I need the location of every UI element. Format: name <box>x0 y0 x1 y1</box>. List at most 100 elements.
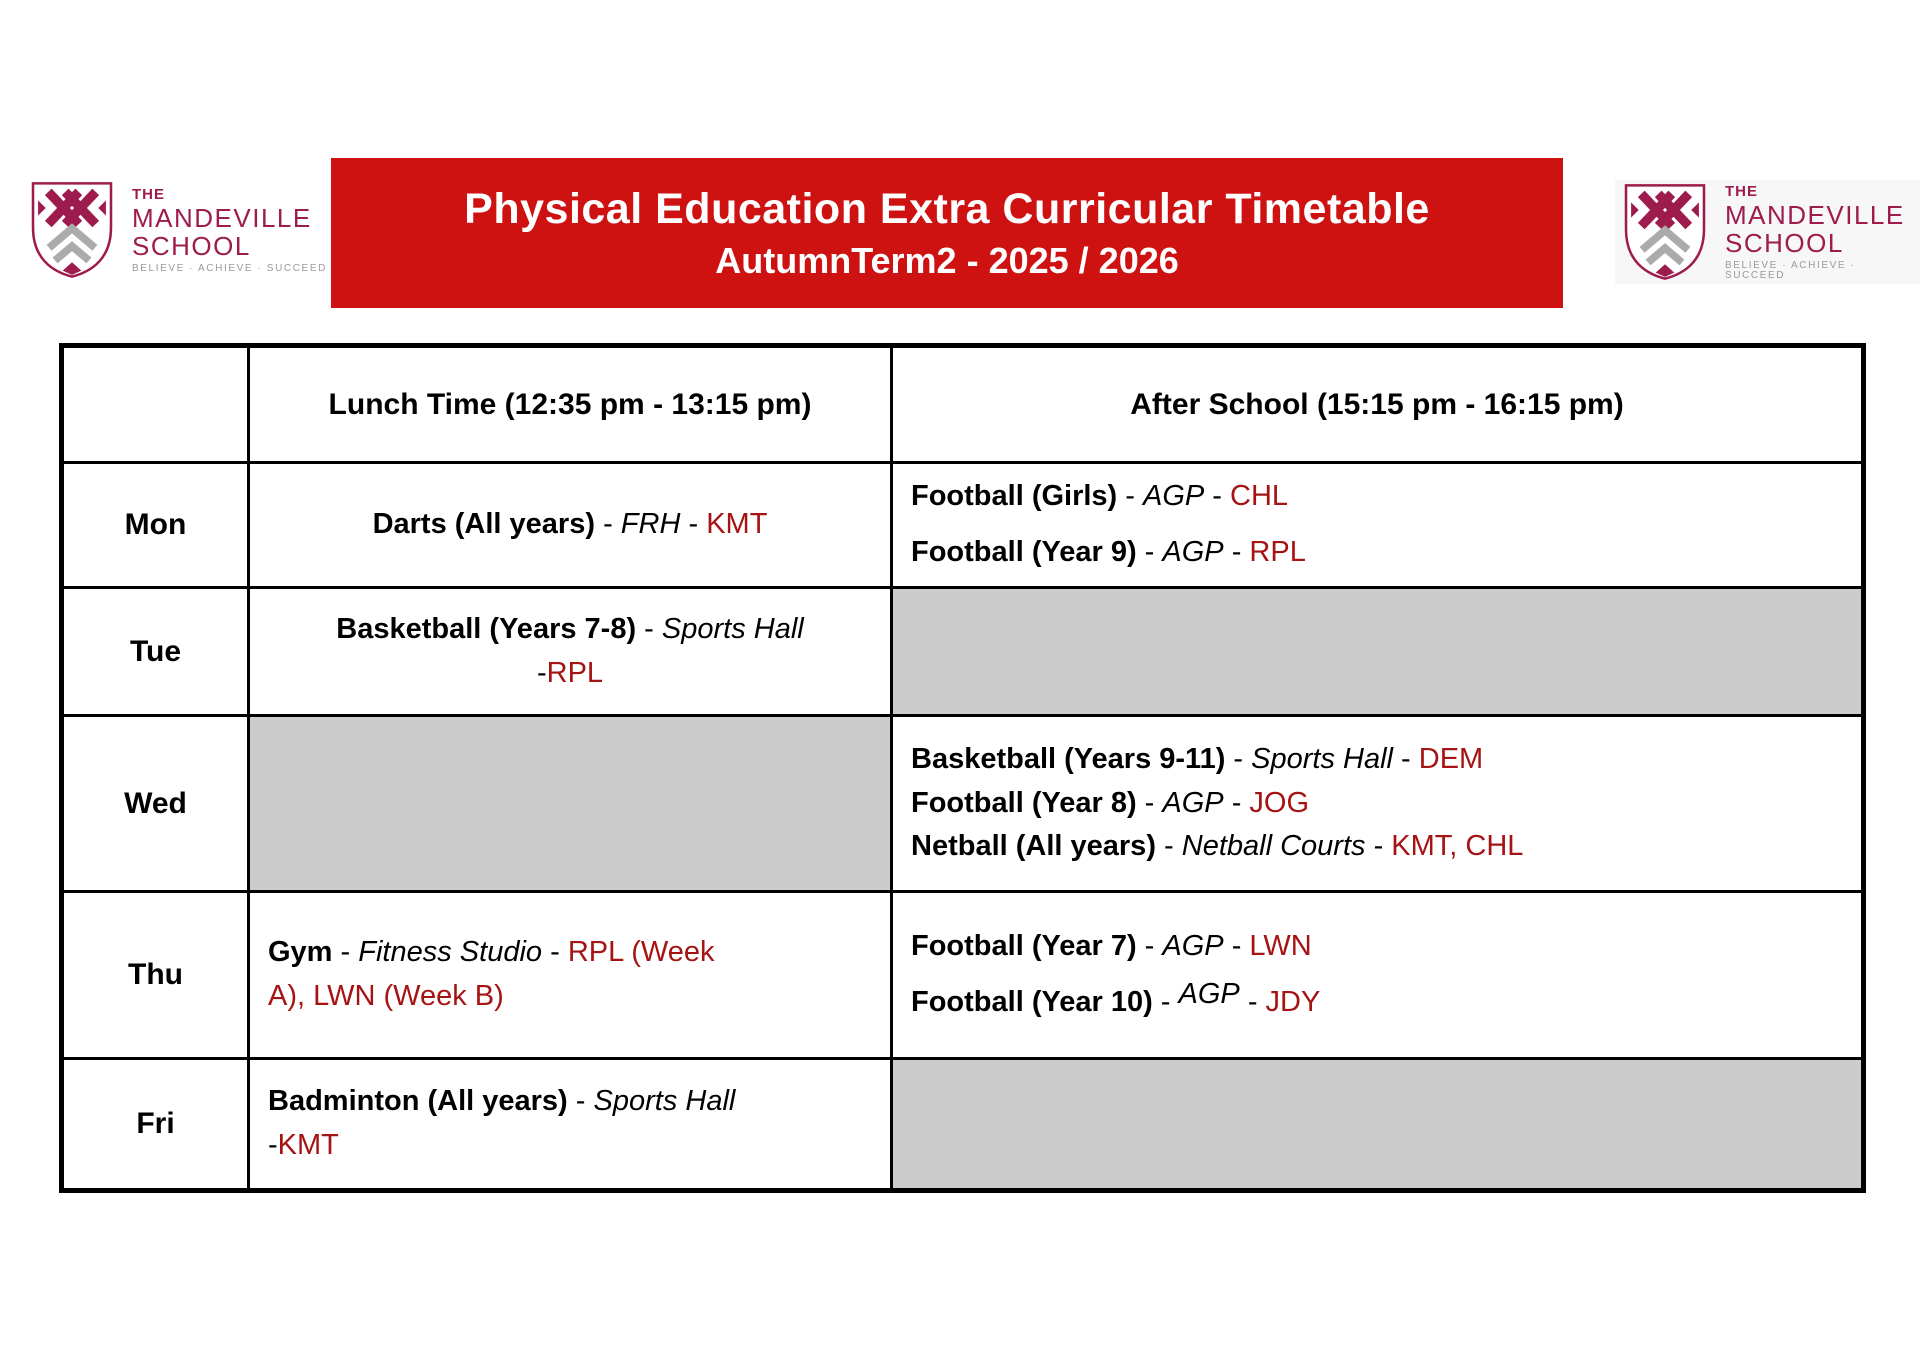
logo-name-label: MANDEVILLE <box>132 202 312 233</box>
activity-text: Football (Year 7) <box>911 930 1137 963</box>
activity-line: -RPL <box>268 655 872 693</box>
activity-line: Basketball (Years 9-11) - Sports Hall - … <box>911 741 1843 779</box>
activity-text: - <box>1136 930 1163 963</box>
table-row: Tue Basketball (Years 7-8) - Sports Hall -… <box>60 586 1865 717</box>
activity-text: Football (Girls) <box>911 480 1118 513</box>
school-logo-text: THE MANDEVILLE SCHOOL BELIEVE · ACHIEVE … <box>132 187 327 274</box>
activity-line: Darts (All years) - FRH - KMT <box>268 506 872 544</box>
activity-text: - <box>1204 480 1231 513</box>
logo-school-label: SCHOOL <box>132 230 251 261</box>
timetable-body: Mon Darts (All years) - FRH - KMT Football… <box>60 461 1865 1192</box>
activity-text: - <box>1223 536 1250 568</box>
logo-school-label: SCHOOL <box>1725 227 1844 258</box>
after-school-cell <box>890 1057 1865 1192</box>
staff-initials: KMT, CHL <box>1391 830 1524 863</box>
activity-text: - <box>680 508 707 541</box>
activity-text: - <box>1136 786 1163 819</box>
activity-text: - <box>332 936 359 969</box>
lunch-cell: Badminton (All years) - Sports Hall -KMT <box>247 1057 893 1192</box>
activity-text: - <box>1225 742 1252 775</box>
activity-text: - <box>542 936 568 969</box>
staff-initials: RPL <box>546 656 604 689</box>
activity-line: -KMT <box>268 1127 872 1165</box>
activity-text: - <box>1223 786 1250 819</box>
timetable: Lunch Time (12:35 pm - 13:15 pm) After S… <box>59 343 1866 1193</box>
activity-line: Badminton (All years) - Sports Hall <box>268 1083 872 1121</box>
table-row: Mon Darts (All years) - FRH - KMT Football… <box>60 461 1865 589</box>
staff-initials: CHL <box>1230 480 1289 513</box>
staff-initials: A), LWN (Week B) <box>268 980 504 1012</box>
lunch-cell <box>247 714 893 893</box>
page-title: Physical Education Extra Curricular Time… <box>464 184 1430 233</box>
header-after-school-cell: After School (15:15 pm - 16:15 pm) <box>890 344 1865 464</box>
logo-tagline: BELIEVE · ACHIEVE · SUCCEED <box>132 262 327 274</box>
school-crest-icon <box>1624 184 1706 280</box>
school-logo-left: THE MANDEVILLE SCHOOL BELIEVE · ACHIEVE … <box>24 180 327 280</box>
activity-text: - <box>268 1129 278 1161</box>
activity-text: - <box>1152 986 1179 1018</box>
activity-text: - <box>1136 536 1163 568</box>
activity-text: - <box>636 612 662 645</box>
activity-text: - <box>567 1085 594 1118</box>
after-school-cell: Football (Year 7) - AGP - LWN Football (Y… <box>890 890 1865 1060</box>
activity-text: Sports Hall <box>1251 742 1393 775</box>
logo-the-label: THE <box>1725 182 1758 200</box>
school-crest-icon <box>31 182 113 278</box>
page-subtitle: AutumnTerm2 - 2025 / 2026 <box>715 239 1179 281</box>
after-school-cell: Basketball (Years 9-11) - Sports Hall - … <box>890 714 1865 893</box>
staff-initials: JOG <box>1249 786 1310 819</box>
activity-text: - <box>1223 930 1250 963</box>
activity-text: - <box>1392 742 1419 775</box>
activity-text: Fitness Studio <box>358 936 543 969</box>
day-label: Mon <box>60 461 250 589</box>
staff-initials: DEM <box>1418 742 1484 775</box>
activity-text: - <box>1239 986 1266 1018</box>
activity-text: Netball Courts <box>1181 830 1366 863</box>
activity-line: Basketball (Years 7-8) - Sports Hall <box>268 611 872 649</box>
logo-name-label: MANDEVILLE <box>1725 199 1905 230</box>
activity-text: FRH <box>620 508 681 541</box>
activity-text: - <box>1155 830 1182 863</box>
activity-text: Netball (All years) <box>911 830 1156 863</box>
logo-the-label: THE <box>132 185 165 203</box>
staff-initials: RPL (Week <box>567 936 715 969</box>
table-row: Fri Badminton (All years) - Sports Hall -K… <box>60 1057 1865 1192</box>
activity-line: A), LWN (Week B) <box>268 978 872 1016</box>
activity-text: Badminton (All years) <box>268 1085 568 1118</box>
activity-text: Basketball (Years 7-8) <box>336 612 637 645</box>
activity-text: - <box>1365 830 1392 863</box>
activity-text: Basketball (Years 9-11) <box>911 742 1226 775</box>
day-label: Tue <box>60 586 250 717</box>
staff-initials: LWN <box>1249 930 1312 963</box>
school-logo-right: THE MANDEVILLE SCHOOL BELIEVE · ACHIEVE … <box>1615 180 1920 284</box>
activity-text: Darts (All years) <box>372 508 596 541</box>
activity-text: AGP <box>1162 930 1224 963</box>
activity-text: Sports Hall <box>593 1085 736 1118</box>
activity-text: Football (Year 8) <box>911 786 1137 819</box>
activity-line: Football (Girls) - AGP - CHL <box>911 478 1843 516</box>
header-row: Lunch Time (12:35 pm - 13:15 pm) After S… <box>60 344 1865 464</box>
activity-text: - <box>595 508 621 541</box>
activity-text: Gym <box>268 936 333 969</box>
staff-initials: KMT <box>706 508 768 541</box>
day-label: Thu <box>60 890 250 1060</box>
activity-line: Football (Year 10) - AGP - JDY <box>911 978 1843 1022</box>
day-label: Fri <box>60 1057 250 1192</box>
activity-text: Football (Year 9) <box>911 536 1137 568</box>
activity-line: Football (Year 9) - AGP - RPL <box>911 534 1843 572</box>
staff-initials: KMT <box>277 1129 339 1161</box>
lunch-cell: Basketball (Years 7-8) - Sports Hall -RPL <box>247 586 893 717</box>
table-row: Thu Gym - Fitness Studio - RPL (Week A), L… <box>60 890 1865 1060</box>
logo-tagline: BELIEVE · ACHIEVE · SUCCEED <box>1725 259 1856 281</box>
activity-text: AGP <box>1143 480 1205 513</box>
school-logo-text: THE MANDEVILLE SCHOOL BELIEVE · ACHIEVE … <box>1725 184 1912 281</box>
activity-line: Football (Year 7) - AGP - LWN <box>911 928 1843 966</box>
header-day-cell <box>60 344 250 464</box>
header-lunch-cell: Lunch Time (12:35 pm - 13:15 pm) <box>247 344 893 464</box>
activity-line: Netball (All years) - Netball Courts - K… <box>911 828 1843 866</box>
activity-text: - <box>536 656 547 689</box>
table-row: Wed Basketball (Years 9-11) - Sports Hall… <box>60 714 1865 893</box>
staff-initials: JDY <box>1265 986 1321 1018</box>
activity-text: Sports Hall <box>661 612 804 645</box>
